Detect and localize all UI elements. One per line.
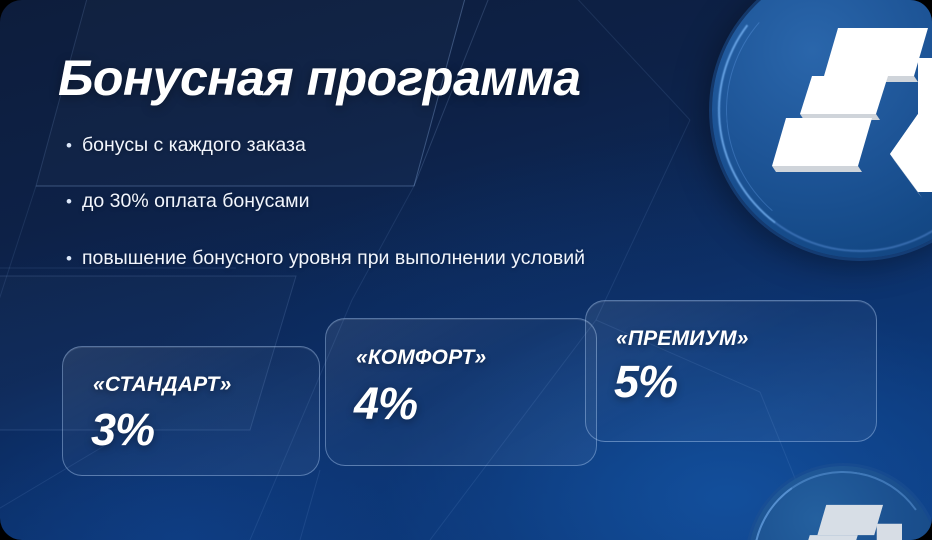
tier-value-label: 4% bbox=[354, 378, 418, 429]
list-item: • бонусы с каждого заказа bbox=[66, 134, 766, 157]
list-item: • повышение бонусного уровня при выполне… bbox=[66, 247, 766, 270]
tier-value-label: 5% bbox=[614, 356, 678, 407]
tier-name-label: «ПРЕМИУМ» bbox=[616, 327, 749, 350]
tier-name-label: «КОМФОРТ» bbox=[356, 346, 487, 369]
company-logo-icon bbox=[772, 28, 932, 198]
page-title: Бонусная программа bbox=[58, 50, 581, 106]
bullet-dot-icon: • bbox=[66, 248, 72, 268]
tier-name-label: «СТАНДАРТ» bbox=[93, 373, 232, 396]
benefits-list: • бонусы с каждого заказа • до 30% оплат… bbox=[66, 134, 766, 303]
tier-value-label: 3% bbox=[91, 404, 155, 455]
tier-card-comfort: «КОМФОРТ» 4% bbox=[325, 318, 597, 466]
company-logo-icon-small bbox=[808, 504, 902, 540]
tier-card-premium: «ПРЕМИУМ» 5% bbox=[585, 300, 877, 442]
list-item-label: до 30% оплата бонусами bbox=[82, 190, 310, 213]
list-item-label: бонусы с каждого заказа bbox=[82, 134, 306, 156]
list-item-label: повышение бонусного уровня при выполнени… bbox=[82, 246, 586, 269]
tier-card-standard: «СТАНДАРТ» 3% bbox=[62, 346, 320, 476]
bullet-dot-icon: • bbox=[66, 192, 72, 212]
bullet-dot-icon: • bbox=[66, 136, 72, 155]
list-item: • до 30% оплата бонусами bbox=[66, 190, 766, 213]
company-logo-disc-small bbox=[748, 466, 932, 540]
